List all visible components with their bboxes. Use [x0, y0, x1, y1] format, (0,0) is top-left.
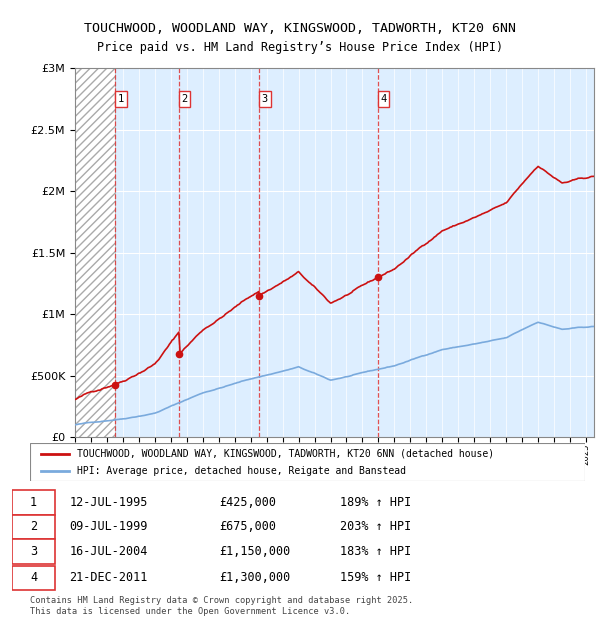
Text: 09-JUL-1999: 09-JUL-1999 [70, 521, 148, 533]
Text: 159% ↑ HPI: 159% ↑ HPI [340, 572, 412, 585]
Text: £1,150,000: £1,150,000 [220, 546, 290, 559]
Text: £425,000: £425,000 [220, 495, 277, 508]
Text: 203% ↑ HPI: 203% ↑ HPI [340, 521, 412, 533]
Text: TOUCHWOOD, WOODLAND WAY, KINGSWOOD, TADWORTH, KT20 6NN (detached house): TOUCHWOOD, WOODLAND WAY, KINGSWOOD, TADW… [77, 449, 494, 459]
Text: £1,300,000: £1,300,000 [220, 572, 290, 585]
FancyBboxPatch shape [12, 490, 55, 515]
Text: 4: 4 [30, 572, 37, 585]
FancyBboxPatch shape [12, 515, 55, 539]
FancyBboxPatch shape [30, 443, 585, 480]
Text: 1: 1 [30, 495, 37, 508]
Text: 1: 1 [118, 94, 124, 104]
Text: Contains HM Land Registry data © Crown copyright and database right 2025.
This d: Contains HM Land Registry data © Crown c… [30, 596, 413, 616]
Text: HPI: Average price, detached house, Reigate and Banstead: HPI: Average price, detached house, Reig… [77, 466, 406, 476]
Text: 2: 2 [182, 94, 188, 104]
Text: 3: 3 [262, 94, 268, 104]
FancyBboxPatch shape [12, 539, 55, 564]
Text: 4: 4 [380, 94, 386, 104]
Bar [75, 68, 115, 437]
Text: TOUCHWOOD, WOODLAND WAY, KINGSWOOD, TADWORTH, KT20 6NN: TOUCHWOOD, WOODLAND WAY, KINGSWOOD, TADW… [84, 22, 516, 35]
Text: 183% ↑ HPI: 183% ↑ HPI [340, 546, 412, 559]
Text: 2: 2 [30, 521, 37, 533]
Text: 3: 3 [30, 546, 37, 559]
Text: 16-JUL-2004: 16-JUL-2004 [70, 546, 148, 559]
Text: 12-JUL-1995: 12-JUL-1995 [70, 495, 148, 508]
FancyBboxPatch shape [12, 565, 55, 590]
Text: Price paid vs. HM Land Registry’s House Price Index (HPI): Price paid vs. HM Land Registry’s House … [97, 41, 503, 54]
Text: £675,000: £675,000 [220, 521, 277, 533]
Text: 189% ↑ HPI: 189% ↑ HPI [340, 495, 412, 508]
Text: 21-DEC-2011: 21-DEC-2011 [70, 572, 148, 585]
